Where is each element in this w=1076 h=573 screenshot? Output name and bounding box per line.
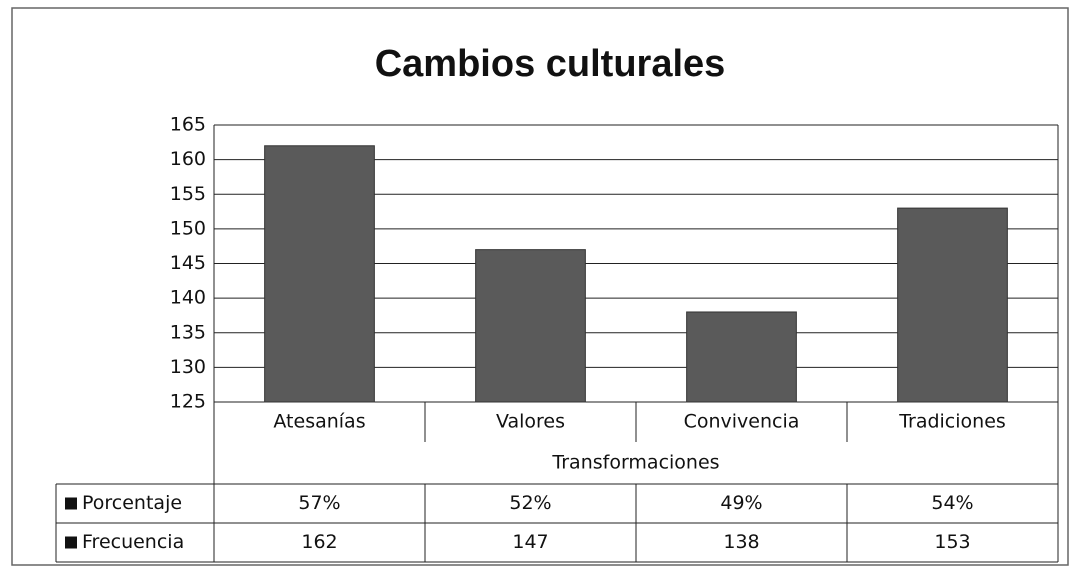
bar [686,311,797,403]
bar [264,145,375,403]
table-value: 138 [723,531,759,553]
y-tick-label: 150 [170,217,206,239]
x-tick-label: Tradiciones [898,411,1006,433]
table-value: 54% [931,492,973,514]
table-value: 52% [509,492,551,514]
y-tick-label: 155 [170,183,206,205]
y-tick-label: 165 [170,114,206,136]
bar [897,207,1008,403]
y-tick-label: 135 [170,321,206,343]
y-tick-label: 145 [170,252,206,274]
y-tick-label: 140 [170,287,206,309]
y-tick-label: 130 [170,356,206,378]
legend-swatch [65,536,77,549]
legend-label: Frecuencia [82,531,184,553]
x-tick-label: Convivencia [684,411,800,433]
y-tick-label: 160 [170,148,206,170]
x-axis-label: Transformaciones [551,452,719,474]
table-value: 162 [301,531,337,553]
legend-label: Porcentaje [82,492,182,514]
y-tick-label: 125 [170,391,206,413]
x-tick-label: Atesanías [273,411,365,433]
table-value: 49% [720,492,762,514]
chart-title: Cambios culturales [375,43,726,85]
table-value: 147 [512,531,548,553]
table-value: 153 [934,531,970,553]
legend-swatch [65,497,77,510]
bar [475,249,586,403]
x-tick-label: Valores [496,411,565,433]
table-value: 57% [298,492,340,514]
